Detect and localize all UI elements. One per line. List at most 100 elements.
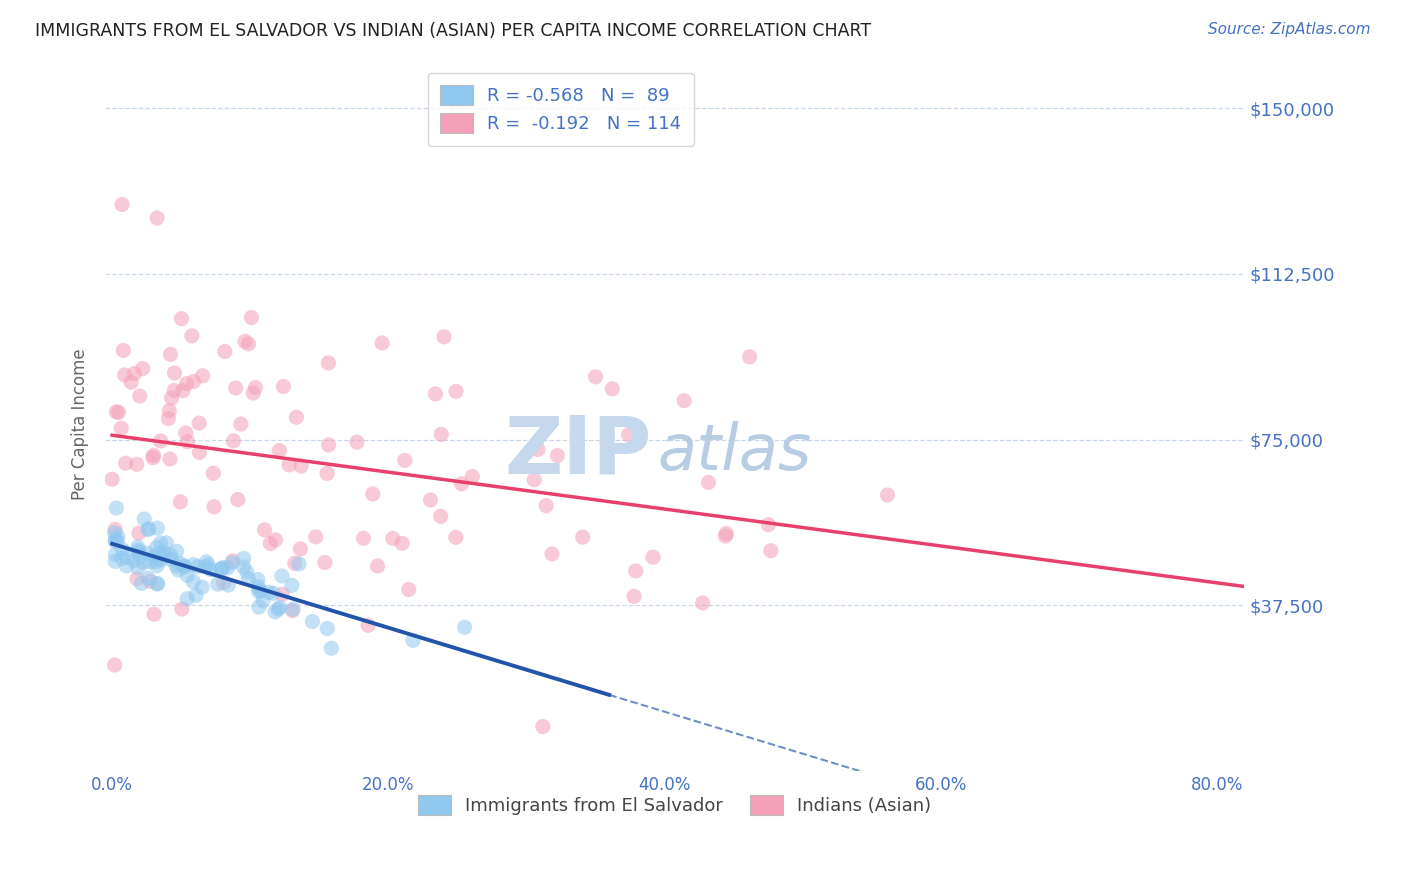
Point: [111, 197, 134, 211]
Point: [134, 512, 156, 526]
Point: [381, 532, 404, 546]
Point: [450, 476, 472, 491]
Point: [225, 381, 247, 395]
Point: [217, 578, 239, 592]
Point: [233, 334, 256, 349]
Point: [146, 211, 169, 225]
Point: [278, 458, 301, 472]
Point: [546, 449, 568, 463]
Point: [430, 427, 453, 442]
Text: IMMIGRANTS FROM EL SALVADOR VS INDIAN (ASIAN) PER CAPITA INCOME CORRELATION CHAR: IMMIGRANTS FROM EL SALVADOR VS INDIAN (A…: [35, 22, 872, 40]
Point: [212, 561, 235, 575]
Point: [232, 560, 254, 574]
Point: [353, 531, 375, 545]
Point: [391, 536, 413, 550]
Point: [229, 417, 252, 431]
Point: [461, 469, 484, 483]
Point: [128, 389, 150, 403]
Point: [361, 487, 384, 501]
Point: [142, 449, 165, 463]
Point: [571, 530, 593, 544]
Point: [183, 558, 205, 572]
Point: [321, 641, 343, 656]
Point: [269, 443, 291, 458]
Text: Source: ZipAtlas.com: Source: ZipAtlas.com: [1208, 22, 1371, 37]
Point: [104, 658, 127, 673]
Point: [138, 571, 160, 585]
Point: [585, 369, 607, 384]
Point: [214, 344, 236, 359]
Point: [112, 343, 135, 358]
Point: [195, 555, 218, 569]
Point: [202, 500, 225, 514]
Point: [194, 559, 217, 574]
Point: [202, 467, 225, 481]
Point: [111, 551, 134, 566]
Point: [394, 453, 416, 467]
Point: [167, 563, 190, 577]
Point: [238, 337, 260, 351]
Point: [247, 584, 270, 599]
Point: [104, 534, 127, 549]
Point: [271, 587, 294, 601]
Point: [157, 411, 180, 425]
Point: [169, 495, 191, 509]
Point: [232, 551, 254, 566]
Point: [176, 568, 198, 582]
Point: [132, 556, 155, 570]
Point: [111, 542, 134, 557]
Point: [183, 574, 205, 589]
Point: [104, 548, 127, 562]
Point: [617, 427, 640, 442]
Point: [714, 529, 737, 543]
Point: [226, 492, 249, 507]
Point: [155, 536, 177, 550]
Point: [444, 530, 467, 544]
Text: ZIP: ZIP: [505, 413, 652, 491]
Point: [176, 434, 198, 449]
Point: [242, 386, 264, 401]
Point: [270, 569, 292, 583]
Point: [876, 488, 898, 502]
Point: [149, 434, 172, 448]
Point: [433, 330, 456, 344]
Point: [281, 602, 304, 616]
Point: [290, 541, 312, 556]
Point: [758, 517, 780, 532]
Point: [127, 540, 149, 554]
Point: [176, 376, 198, 391]
Point: [247, 580, 270, 594]
Point: [149, 536, 172, 550]
Point: [157, 403, 180, 417]
Point: [128, 549, 150, 563]
Point: [170, 602, 193, 616]
Point: [641, 550, 664, 565]
Point: [249, 583, 271, 598]
Point: [429, 509, 451, 524]
Point: [114, 456, 136, 470]
Point: [165, 558, 187, 573]
Point: [120, 375, 142, 389]
Point: [124, 367, 146, 381]
Point: [173, 558, 195, 573]
Point: [259, 536, 281, 550]
Point: [236, 565, 259, 579]
Point: [453, 620, 475, 634]
Point: [252, 594, 274, 608]
Point: [145, 541, 167, 555]
Point: [187, 559, 209, 574]
Point: [262, 586, 284, 600]
Point: [398, 582, 420, 597]
Point: [316, 467, 339, 481]
Point: [314, 556, 336, 570]
Point: [541, 547, 564, 561]
Point: [163, 384, 186, 398]
Point: [104, 533, 127, 547]
Point: [105, 405, 128, 419]
Point: [128, 526, 150, 541]
Point: [269, 600, 291, 615]
Point: [184, 588, 207, 602]
Point: [127, 561, 149, 575]
Point: [131, 361, 153, 376]
Point: [211, 561, 233, 575]
